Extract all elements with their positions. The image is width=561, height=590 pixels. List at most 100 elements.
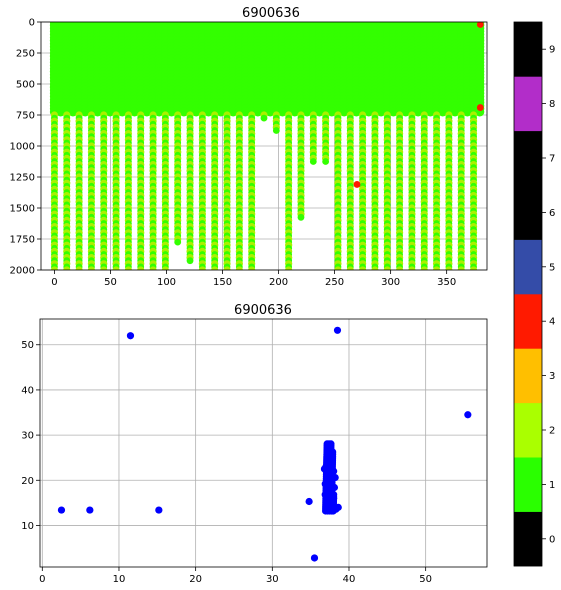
colorbar-tick-label: 1 — [549, 480, 555, 491]
top-y-axis: 0 250 500 750 1000 1250 1500 1750 2000 — [10, 18, 41, 277]
bottom-plot-area — [40, 319, 487, 567]
colorbar: 0 1 2 3 4 5 6 7 8 9 — [513, 21, 555, 567]
bottom-point — [325, 441, 333, 449]
bottom-point — [57, 506, 66, 514]
top-point-good — [422, 269, 426, 270]
top-point-good — [151, 269, 155, 270]
colorbar-frame — [513, 21, 543, 567]
top-point-good — [287, 269, 291, 270]
top-point-good — [186, 257, 194, 265]
top-point-good — [77, 269, 81, 270]
bottom-y-tick-label: 50 — [21, 340, 34, 351]
bottom-plot-frame — [39, 318, 488, 568]
top-point-good — [213, 269, 217, 270]
bottom-x-tick-label: 0 — [39, 574, 45, 585]
bottom-point — [86, 506, 94, 514]
top-y-tick-label: 750 — [16, 111, 35, 122]
colorbar-segment — [514, 239, 542, 295]
top-point-probably-good — [432, 266, 441, 270]
top-point-good — [336, 269, 340, 270]
top-point-bad — [476, 104, 484, 111]
bottom-x-tick-label: 10 — [113, 574, 126, 585]
top-chart: 6900636 0 50 100 150 200 250 300 350 0 250 500 750… — [10, 6, 488, 288]
top-point-probably-good — [395, 266, 404, 270]
bottom-point — [310, 554, 319, 562]
colorbar-segment — [514, 76, 542, 132]
bottom-point — [333, 326, 342, 334]
colorbar-tick-label: 2 — [549, 426, 555, 437]
colorbar-segment — [514, 402, 542, 458]
top-point-good — [127, 269, 130, 270]
top-point-good — [435, 269, 438, 270]
bottom-point — [321, 480, 329, 488]
colorbar-segment — [514, 348, 542, 404]
bottom-y-tick-label: 30 — [21, 431, 34, 442]
top-point-good — [459, 269, 463, 270]
top-point-probably-good — [223, 266, 231, 270]
top-x-tick-label: 0 — [51, 277, 57, 288]
top-point-good — [90, 269, 93, 270]
top-point-good — [361, 269, 365, 270]
colorbar-tick-label: 7 — [549, 154, 555, 165]
top-point-probably-good — [469, 266, 478, 270]
bottom-y-tick-label: 20 — [21, 476, 34, 487]
top-y-tick-label: 1000 — [10, 142, 35, 153]
top-point-good — [225, 269, 229, 270]
bottom-point — [305, 497, 313, 506]
top-point-probably-good — [161, 266, 169, 270]
top-point-good — [114, 269, 118, 270]
colorbar-tick-label: 0 — [549, 534, 555, 545]
bottom-point — [321, 491, 329, 499]
top-point-good — [174, 238, 182, 246]
bottom-point — [330, 494, 338, 502]
colorbar-segment — [514, 185, 542, 240]
bottom-y-tick-label: 40 — [21, 385, 34, 396]
colorbar-ticks: 0 1 2 3 4 5 6 7 8 9 — [542, 45, 555, 545]
top-point-good — [200, 269, 204, 270]
colorbar-tick-label: 6 — [549, 208, 555, 219]
colorbar-segment — [514, 457, 542, 512]
top-x-tick-label: 350 — [437, 277, 456, 288]
top-point-probably-good — [149, 266, 157, 270]
bottom-point — [155, 506, 163, 514]
top-y-tick-label: 2000 — [10, 266, 35, 277]
top-x-tick-label: 250 — [325, 277, 344, 288]
top-x-tick-label: 300 — [381, 277, 400, 288]
top-point-good — [102, 269, 106, 270]
colorbar-segment — [514, 511, 542, 567]
top-point-probably-good — [124, 266, 133, 270]
top-point-probably-good — [235, 266, 243, 270]
bottom-point — [323, 451, 332, 460]
top-point-probably-good — [211, 266, 219, 270]
bottom-data-points — [57, 326, 472, 562]
bottom-y-tick-label: 10 — [21, 521, 34, 532]
top-point-probably-good — [248, 266, 256, 270]
top-point-probably-good — [359, 266, 367, 270]
bottom-point — [334, 503, 342, 511]
top-point-bad — [476, 22, 484, 28]
top-point-probably-good — [420, 266, 428, 270]
top-point-bad — [353, 181, 361, 188]
colorbar-segment — [514, 294, 542, 349]
colorbar-tick-label: 8 — [549, 99, 555, 110]
top-y-tick-label: 1250 — [10, 173, 35, 184]
top-point-probably-good — [408, 266, 416, 270]
bottom-point — [330, 467, 338, 475]
top-point-good — [272, 127, 280, 134]
colorbar-tick-label: 9 — [549, 45, 555, 56]
bottom-point — [126, 332, 135, 340]
colorbar-segments — [514, 22, 542, 567]
colorbar-segment — [514, 130, 542, 186]
top-point-good — [472, 269, 475, 270]
bottom-point — [320, 465, 329, 473]
top-point-probably-good — [334, 266, 342, 270]
top-y-tick-label: 250 — [16, 49, 35, 60]
top-point-good — [260, 114, 268, 122]
top-point-good — [410, 269, 414, 270]
top-point-probably-good — [63, 266, 71, 270]
bottom-point — [331, 473, 339, 482]
bottom-x-axis: 0 10 20 30 40 50 — [39, 567, 432, 585]
top-y-tick-label: 500 — [16, 80, 35, 91]
bottom-x-tick-label: 20 — [189, 574, 202, 585]
